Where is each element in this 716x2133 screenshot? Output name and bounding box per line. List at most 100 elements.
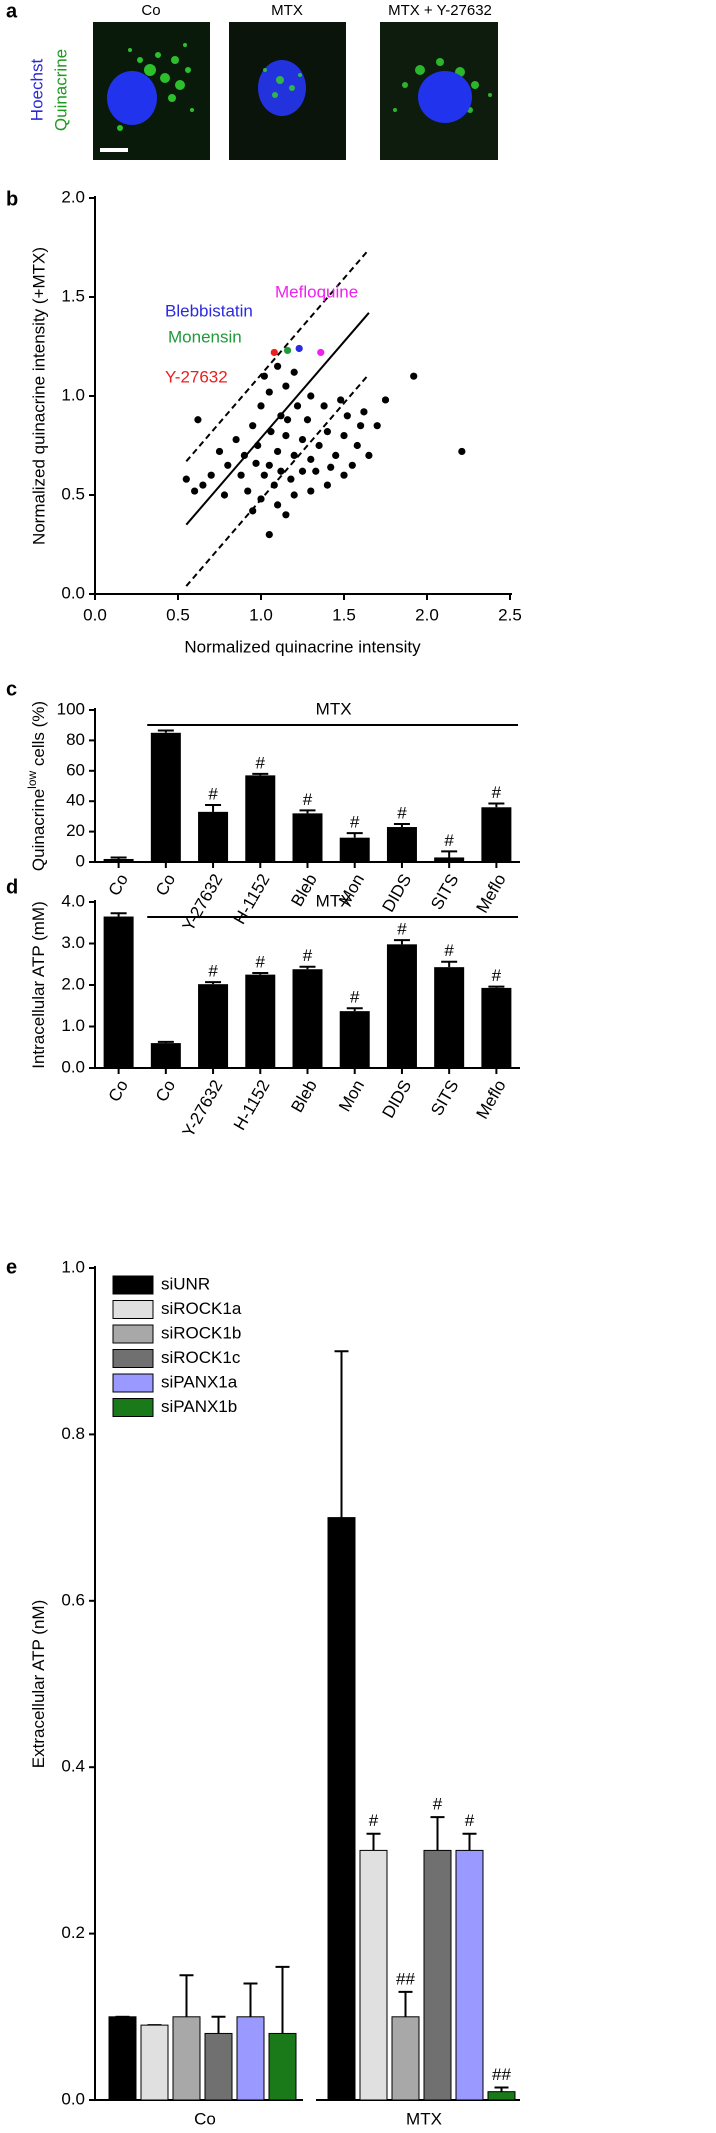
micrograph (229, 22, 346, 160)
x-tick-label: 1.0 (249, 605, 273, 624)
x-tick-label: Mon (335, 1077, 368, 1115)
x-tick-label: MTX (406, 2109, 442, 2128)
error-bar (441, 960, 458, 968)
bar (455, 1849, 484, 2101)
stain-label: Hoechst (27, 59, 46, 122)
point (381, 396, 390, 404)
x-tick-label: H-1152 (230, 1077, 274, 1134)
annotation: # (303, 790, 313, 809)
point (373, 422, 381, 430)
y-tick-label: 80 (66, 730, 85, 749)
highlight-label: Monensin (168, 327, 242, 346)
micrograph (93, 22, 210, 160)
group-label: MTX (316, 699, 352, 718)
legend-swatch (112, 1349, 154, 1368)
legend-swatch (112, 1275, 154, 1295)
annotation: # (492, 966, 502, 985)
y-axis-label: Quinacrinelow cells (%) (25, 701, 48, 871)
point (199, 481, 207, 489)
point (307, 455, 315, 463)
point (287, 475, 295, 483)
point (410, 372, 418, 380)
micrograph (380, 22, 498, 160)
y-tick-label: 0.4 (61, 1757, 85, 1776)
x-tick-label: Meflo (472, 871, 509, 917)
bar (386, 944, 417, 1068)
x-tick-label: Y-27632 (179, 1077, 227, 1141)
point (307, 392, 315, 400)
y-tick-label: 60 (66, 760, 85, 779)
y-tick-label: 20 (66, 821, 85, 840)
y-tick-label: 1.0 (61, 1257, 85, 1276)
annotation: ## (396, 1969, 415, 1988)
y-tick-label: 1.5 (61, 286, 85, 305)
x-tick-label: 0.5 (166, 605, 190, 624)
bar (172, 2016, 201, 2101)
panel-letter: e (6, 1256, 17, 1278)
bar (481, 987, 512, 1068)
error-bar (334, 1350, 349, 1518)
x-tick-label: Co (105, 871, 132, 899)
y-axis-label: Extracellular ATP (nM) (29, 1600, 48, 1768)
y-tick-label: 0.5 (61, 484, 85, 503)
error-bar (205, 804, 222, 812)
error-bar (252, 971, 269, 975)
point (191, 487, 199, 495)
point (270, 481, 278, 489)
bar (140, 2024, 169, 2101)
point (265, 388, 273, 396)
y-tick-label: 3.0 (61, 933, 85, 952)
x-tick-label: 2.0 (415, 605, 439, 624)
error-bar (110, 912, 127, 917)
point (293, 402, 302, 410)
point (365, 451, 373, 459)
y-axis-label-part: Intracellular ATP (mM) (29, 901, 48, 1069)
error-bar (393, 939, 410, 945)
point (312, 467, 320, 475)
error-bar (205, 981, 222, 985)
point (360, 408, 368, 416)
bar (103, 858, 134, 862)
highlight-label: Blebbistatin (165, 301, 253, 320)
annotation: # (256, 952, 266, 971)
point (348, 461, 356, 469)
x-tick-label: Co (152, 1077, 179, 1105)
point (265, 461, 273, 469)
image-title: MTX + Y-27632 (388, 2, 492, 19)
x-tick-label: Co (105, 1077, 132, 1105)
error-bar (488, 985, 505, 988)
point (220, 491, 229, 499)
image-title: Co (141, 2, 160, 19)
annotation: # (303, 946, 313, 965)
point (343, 412, 351, 420)
point (237, 471, 245, 479)
error-bar (346, 832, 363, 838)
highlight-point (283, 346, 292, 355)
bar (327, 1517, 356, 2101)
point (249, 422, 257, 430)
x-tick-label: H-1152 (230, 871, 274, 928)
point (260, 372, 268, 380)
highlight-point (317, 348, 325, 357)
point (277, 412, 285, 420)
legend-label: siUNR (161, 1274, 210, 1293)
bar (359, 1849, 388, 2101)
fit-line (185, 373, 370, 587)
point (303, 416, 312, 424)
annotation: # (465, 1811, 475, 1830)
point (298, 467, 307, 475)
point (340, 432, 348, 440)
point (332, 451, 340, 459)
annotation: # (350, 988, 360, 1007)
y-axis-label: Intracellular ATP (mM) (29, 901, 48, 1069)
bar (245, 775, 276, 862)
group-label: MTX (316, 891, 352, 910)
y-tick-label: 2.0 (61, 187, 85, 206)
point (320, 402, 328, 410)
x-tick-label: SITS (427, 871, 462, 913)
point (244, 487, 252, 495)
point (224, 461, 232, 469)
point (277, 467, 285, 475)
bar (198, 811, 229, 862)
